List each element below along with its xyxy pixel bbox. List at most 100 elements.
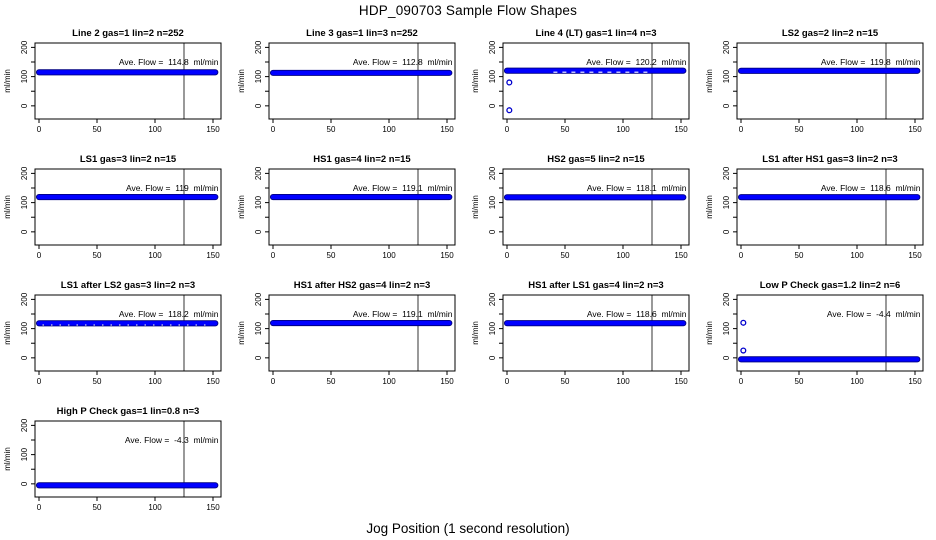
panel-title: Line 2 gas=1 lin=2 n=252	[72, 28, 184, 39]
outlier-point	[506, 79, 513, 86]
flow-band	[269, 319, 453, 327]
outlier-point	[740, 347, 747, 354]
y-axis-tick-label: 100	[254, 321, 263, 335]
panel-title: LS1 gas=3 lin=2 n=15	[80, 154, 177, 165]
x-axis-tick-label: 100	[616, 377, 630, 386]
plot-frame	[736, 42, 924, 120]
ave-flow-label: Ave. Flow = 118.6 ml/min	[587, 309, 687, 319]
x-axis-tick-label: 50	[327, 251, 336, 260]
panel-title: LS1 after HS1 gas=3 lin=2 n=3	[762, 154, 897, 165]
x-axis-tick-label: 150	[440, 251, 454, 260]
x-axis-tick-label: 0	[37, 503, 42, 512]
y-axis-tick-label: 100	[20, 195, 29, 209]
x-axis-tick-label: 0	[739, 377, 744, 386]
y-axis-title: ml/min	[3, 69, 12, 93]
panel-grid: Line 2 gas=1 lin=2 n=252 0 100 200 ml/min 0 50…	[0, 22, 936, 531]
x-axis-tick-label: 50	[795, 125, 804, 134]
x-axis-tick-label: 0	[37, 125, 42, 134]
x-axis-tick-label: 100	[382, 125, 396, 134]
x-axis-tick-label: 150	[206, 125, 220, 134]
y-axis-tick-label: 200	[488, 292, 497, 306]
y-axis-tick-label: 100	[20, 69, 29, 83]
y-axis-tick-label: 0	[488, 103, 497, 108]
panel-title: HS1 gas=4 lin=2 n=15	[313, 154, 411, 165]
x-axis-tick-label: 100	[148, 503, 162, 512]
panel-title: HS2 gas=5 lin=2 n=15	[547, 154, 645, 165]
panel-line-4-lt: Line 4 (LT) gas=1 lin=4 n=3 0 100 200 ml/min…	[471, 28, 690, 134]
x-axis-tick-label: 50	[561, 251, 570, 260]
flow-band	[35, 320, 219, 327]
flow-band	[737, 67, 921, 74]
y-axis-tick-label: 200	[20, 292, 29, 306]
x-axis-tick-label: 100	[382, 251, 396, 260]
plot-frame	[34, 420, 222, 498]
x-axis-tick-label: 50	[795, 377, 804, 386]
ave-flow-label: Ave. Flow = -4.3 ml/min	[125, 435, 219, 445]
panel-title: Line 4 (LT) gas=1 lin=4 n=3	[536, 28, 657, 39]
flow-band	[737, 194, 921, 201]
x-axis-tick-label: 0	[505, 377, 510, 386]
y-axis-tick-label: 200	[254, 292, 263, 306]
plot-frame	[34, 294, 222, 372]
ave-flow-label: Ave. Flow = 119.1 ml/min	[353, 309, 453, 319]
ave-flow-label: Ave. Flow = 114.8 ml/min	[119, 57, 219, 67]
y-axis-tick-label: 100	[722, 195, 731, 209]
y-axis-tick-label: 200	[722, 292, 731, 306]
y-axis-title: ml/min	[3, 321, 12, 345]
y-axis-title: ml/min	[705, 195, 714, 219]
y-axis-tick-label: 100	[20, 447, 29, 461]
x-axis-tick-label: 50	[561, 125, 570, 134]
x-axis-tick-label: 0	[739, 125, 744, 134]
x-axis-label: Jog Position (1 second resolution)	[366, 521, 570, 536]
x-axis-tick-label: 150	[440, 377, 454, 386]
plot-frame	[268, 168, 456, 246]
x-axis-tick-label: 150	[206, 503, 220, 512]
y-axis-tick-label: 0	[254, 103, 263, 108]
x-axis-tick-label: 100	[616, 251, 630, 260]
x-axis-tick-label: 100	[148, 125, 162, 134]
panel-title: LS2 gas=2 lin=2 n=15	[782, 28, 879, 39]
y-axis-tick-label: 200	[488, 166, 497, 180]
panel-ls1: LS1 gas=3 lin=2 n=15 0 100 200 ml/min 0 50 100 1…	[3, 154, 222, 260]
y-axis-title: ml/min	[471, 69, 480, 93]
flow-band	[269, 69, 453, 76]
y-axis-tick-label: 100	[488, 321, 497, 335]
x-axis-tick-label: 150	[674, 251, 688, 260]
x-axis-tick-label: 150	[908, 125, 922, 134]
x-axis-tick-label: 150	[440, 125, 454, 134]
x-axis-tick-label: 0	[505, 125, 510, 134]
flow-band	[503, 194, 687, 201]
x-axis-tick-label: 0	[37, 377, 42, 386]
y-axis-tick-label: 0	[20, 103, 29, 108]
plot-frame	[502, 294, 690, 372]
x-axis-tick-label: 0	[271, 251, 276, 260]
x-axis-tick-label: 50	[561, 377, 570, 386]
ave-flow-label: Ave. Flow = 112.8 ml/min	[353, 57, 453, 67]
y-axis-tick-label: 100	[488, 195, 497, 209]
plot-frame	[34, 42, 222, 120]
y-axis-tick-label: 0	[20, 355, 29, 360]
x-axis-tick-label: 150	[206, 251, 220, 260]
y-axis-tick-label: 200	[20, 418, 29, 432]
ave-flow-label: Ave. Flow = -4.4 ml/min	[827, 309, 921, 319]
x-axis-tick-label: 150	[674, 125, 688, 134]
y-axis-tick-label: 0	[488, 229, 497, 234]
x-axis-tick-label: 50	[93, 251, 102, 260]
flow-band	[35, 69, 219, 76]
x-axis-tick-label: 100	[148, 251, 162, 260]
x-axis-tick-label: 50	[93, 503, 102, 512]
plot-frame	[268, 294, 456, 372]
y-axis-tick-label: 100	[20, 321, 29, 335]
x-axis-tick-label: 100	[850, 377, 864, 386]
x-axis-tick-label: 50	[795, 251, 804, 260]
x-axis-tick-label: 100	[148, 377, 162, 386]
panel-hs1-after-hs2: HS1 after HS2 gas=4 lin=2 n=3 0 100 200 ml/m…	[237, 280, 456, 386]
flow-band	[503, 320, 687, 327]
ave-flow-label: Ave. Flow = 118.6 ml/min	[821, 183, 921, 193]
y-axis-tick-label: 0	[722, 355, 731, 360]
panel-ls1-after-ls2: LS1 after LS2 gas=3 lin=2 n=3 0 100 200 ml/m…	[3, 280, 222, 386]
flow-band	[737, 356, 921, 363]
flow-band	[269, 193, 453, 201]
y-axis-tick-label: 200	[20, 40, 29, 54]
